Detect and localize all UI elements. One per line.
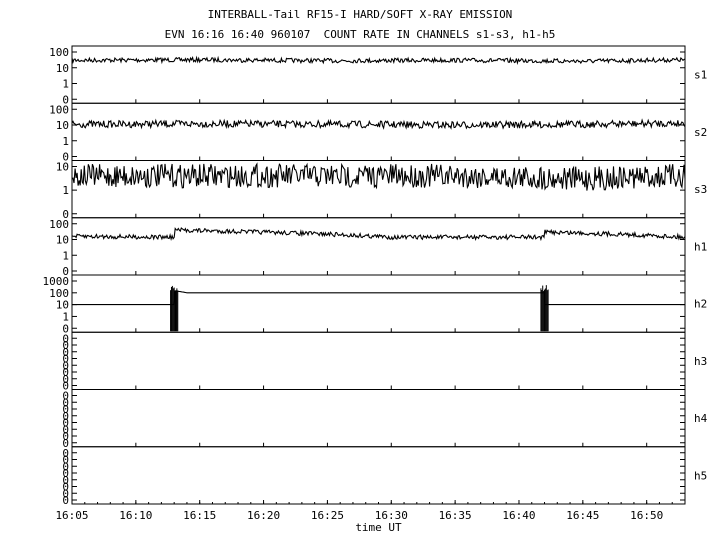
y-tick-label: 0 bbox=[62, 373, 69, 386]
channel-label-s2: s2 bbox=[694, 126, 707, 139]
x-tick-label: 16:20 bbox=[247, 509, 280, 522]
x-axis-label: time UT bbox=[355, 521, 402, 534]
series-line-s1 bbox=[71, 55, 686, 66]
panel-frame-s1 bbox=[71, 45, 686, 104]
y-tick-label: 0 bbox=[62, 339, 69, 352]
panel-frame-s2 bbox=[71, 102, 686, 161]
y-tick-label: 0 bbox=[62, 481, 69, 494]
y-tick-label: 10 bbox=[56, 119, 69, 132]
y-tick-label: 0 bbox=[62, 437, 69, 450]
y-tick-label: 0 bbox=[62, 474, 69, 487]
channel-label-h3: h3 bbox=[694, 355, 707, 368]
chart-title: INTERBALL-Tail RF15-I HARD/SOFT X-RAY EM… bbox=[207, 8, 513, 21]
y-tick-label: 0 bbox=[62, 265, 69, 278]
y-tick-label: 10 bbox=[56, 234, 69, 247]
y-tick-label: 0 bbox=[62, 353, 69, 366]
y-tick-label: 0 bbox=[62, 423, 69, 436]
y-tick-label: 1000 bbox=[43, 275, 70, 288]
y-tick-label: 0 bbox=[62, 322, 69, 335]
x-tick-label: 16:35 bbox=[439, 509, 472, 522]
x-tick-label: 16:25 bbox=[311, 509, 344, 522]
y-tick-label: 0 bbox=[62, 151, 69, 164]
series-line-h2 bbox=[72, 290, 685, 306]
y-tick-label: 100 bbox=[49, 46, 69, 59]
y-tick-label: 0 bbox=[62, 447, 69, 460]
y-tick-label: 1 bbox=[62, 249, 69, 262]
y-tick-label: 1 bbox=[62, 310, 69, 323]
x-tick-label: 16:50 bbox=[630, 509, 663, 522]
y-tick-label: 10 bbox=[56, 161, 69, 174]
y-tick-label: 0 bbox=[62, 417, 69, 430]
x-tick-label: 16:30 bbox=[375, 509, 408, 522]
y-tick-label: 10 bbox=[56, 299, 69, 312]
panel-frame-h2 bbox=[71, 274, 686, 333]
y-tick-label: 0 bbox=[62, 403, 69, 416]
y-tick-label: 0 bbox=[62, 346, 69, 359]
y-tick-label: 1 bbox=[62, 135, 69, 148]
y-tick-label: 0 bbox=[62, 390, 69, 403]
x-tick-label: 16:10 bbox=[119, 509, 152, 522]
series-line-s3 bbox=[71, 162, 686, 191]
y-tick-label: 100 bbox=[49, 287, 69, 300]
y-tick-label: 0 bbox=[62, 460, 69, 473]
y-tick-label: 0 bbox=[62, 366, 69, 379]
panel-frame-h4 bbox=[71, 389, 686, 448]
y-tick-label: 100 bbox=[49, 218, 69, 231]
chart-subtitle: EVN 16:16 16:40 960107 COUNT RATE IN CHA… bbox=[164, 28, 556, 41]
panel-frame-h5 bbox=[71, 446, 686, 505]
y-tick-label: 1 bbox=[62, 78, 69, 91]
series-line-h1 bbox=[71, 227, 686, 242]
channel-label-h2: h2 bbox=[694, 298, 707, 311]
y-tick-label: 0 bbox=[62, 410, 69, 423]
y-tick-label: 0 bbox=[62, 380, 69, 393]
y-tick-label: 0 bbox=[62, 396, 69, 409]
panel-frame-h1 bbox=[71, 217, 686, 276]
series-line-s2 bbox=[71, 118, 686, 130]
x-tick-label: 16:15 bbox=[183, 509, 216, 522]
y-tick-label: 1 bbox=[62, 184, 69, 197]
channel-label-h1: h1 bbox=[694, 240, 707, 253]
y-tick-label: 0 bbox=[62, 454, 69, 467]
y-tick-label: 0 bbox=[62, 359, 69, 372]
y-tick-label: 0 bbox=[62, 467, 69, 480]
y-tick-label: 0 bbox=[62, 208, 69, 221]
channel-label-h5: h5 bbox=[694, 469, 707, 482]
x-tick-label: 16:40 bbox=[502, 509, 535, 522]
y-tick-label: 0 bbox=[62, 93, 69, 106]
channel-label-h4: h4 bbox=[694, 412, 708, 425]
channel-label-s1: s1 bbox=[694, 69, 707, 82]
y-tick-label: 0 bbox=[62, 430, 69, 443]
x-tick-label: 16:05 bbox=[55, 509, 88, 522]
y-tick-label: 0 bbox=[62, 332, 69, 345]
y-tick-label: 100 bbox=[49, 103, 69, 116]
y-tick-label: 0 bbox=[62, 494, 69, 507]
panel-frame-h3 bbox=[71, 331, 686, 390]
y-tick-label: 0 bbox=[62, 487, 69, 500]
channel-label-s3: s3 bbox=[694, 183, 707, 196]
x-tick-label: 16:45 bbox=[566, 509, 599, 522]
y-tick-label: 10 bbox=[56, 62, 69, 75]
